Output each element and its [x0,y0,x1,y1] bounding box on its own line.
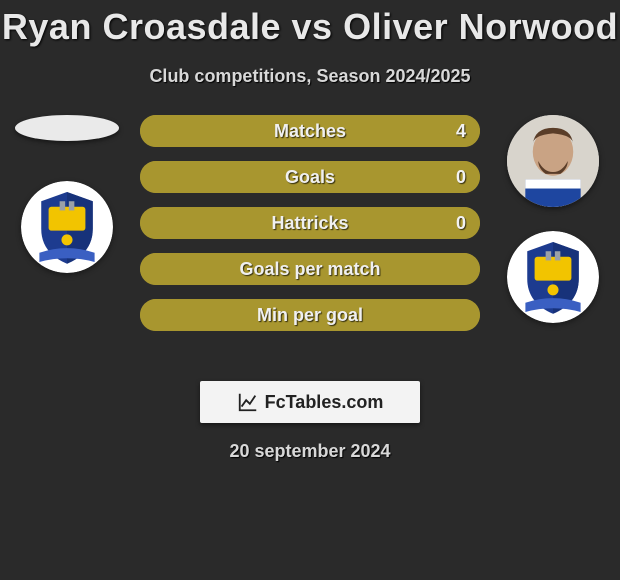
metric-bar: Min per goal [140,299,480,331]
brand-text: FcTables.com [265,392,384,413]
left-player-column [2,115,132,273]
metric-bar: Goals0 [140,161,480,193]
metric-bars: Matches4Goals0Hattricks0Goals per matchM… [140,115,480,331]
page-title: Ryan Croasdale vs Oliver Norwood [0,0,620,48]
metric-label: Matches [140,115,480,147]
chart-icon [237,391,259,413]
metric-label: Min per goal [140,299,480,331]
metric-bar: Hattricks0 [140,207,480,239]
metric-label: Goals per match [140,253,480,285]
date-label: 20 september 2024 [0,441,620,462]
brand-logo: FcTables.com [200,381,420,423]
metric-value-right: 0 [456,161,466,193]
metric-value-right: 0 [456,207,466,239]
metric-bar: Goals per match [140,253,480,285]
subtitle: Club competitions, Season 2024/2025 [0,66,620,87]
metric-label: Hattricks [140,207,480,239]
metric-label: Goals [140,161,480,193]
metric-bar: Matches4 [140,115,480,147]
comparison-chart: Matches4Goals0Hattricks0Goals per matchM… [0,115,620,355]
left-club-badge [21,181,113,273]
shield-icon [21,181,113,273]
right-player-photo [507,115,599,207]
right-player-column [488,115,618,323]
metric-value-right: 4 [456,115,466,147]
player-portrait-icon [507,115,599,207]
right-club-badge [507,231,599,323]
left-player-photo-placeholder [15,115,119,141]
shield-icon [507,231,599,323]
